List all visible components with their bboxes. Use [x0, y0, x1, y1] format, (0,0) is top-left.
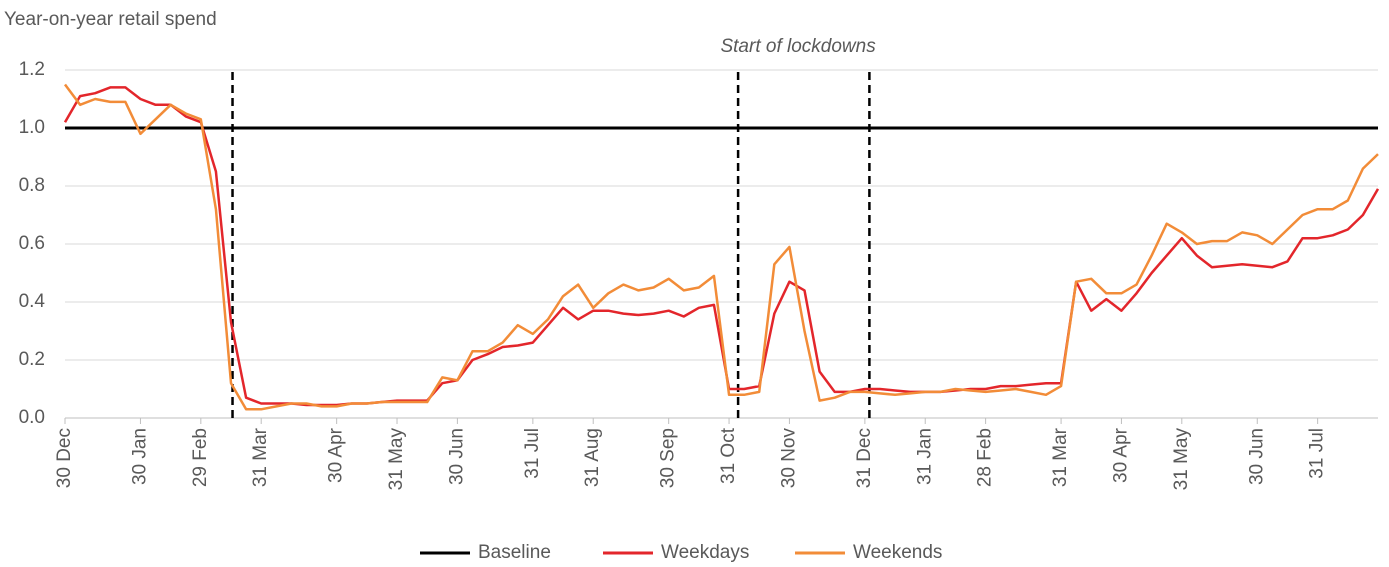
x-tick-label: 31 Mar [250, 427, 271, 487]
x-tick-label: 31 May [386, 428, 407, 491]
x-tick-label: 30 Nov [778, 428, 799, 489]
x-tick-label: 29 Feb [190, 428, 211, 487]
x-tick-label: 28 Feb [975, 428, 996, 487]
x-tick-label: 31 Oct [718, 427, 739, 484]
y-tick-label: 1.0 [19, 117, 45, 138]
x-tick-label: 30 Apr [1110, 427, 1131, 483]
legend-label: Weekdays [661, 542, 749, 563]
y-tick-label: 0.2 [19, 349, 45, 370]
y-tick-label: 0.4 [19, 291, 46, 312]
x-tick-label: 31 Jul [522, 428, 543, 479]
legend-label: Baseline [478, 542, 551, 563]
x-tick-label: 30 Jun [446, 428, 467, 485]
x-tick-label: 31 Jul [1307, 428, 1328, 479]
x-tick-label: 30 Sep [658, 428, 679, 488]
x-tick-label: 30 Jun [1246, 428, 1267, 485]
x-tick-label: 31 Mar [1050, 427, 1071, 487]
x-tick-label: 30 Dec [54, 428, 75, 488]
annotation: Start of lockdowns [720, 36, 876, 57]
x-tick-label: 30 Apr [326, 427, 347, 483]
y-axis-title: Year-on-year retail spend [4, 9, 217, 30]
y-tick-label: 0.0 [19, 407, 45, 428]
series-line [63, 86, 1380, 407]
y-tick-label: 0.8 [19, 175, 45, 196]
x-tick-label: 31 May [1171, 428, 1192, 491]
x-tick-label: 31 Aug [582, 428, 603, 487]
x-tick-label: 31 Jan [914, 428, 935, 485]
legend-label: Weekends [853, 542, 942, 563]
y-tick-label: 1.2 [19, 59, 45, 80]
y-tick-label: 0.6 [19, 233, 45, 254]
x-tick-label: 31 Dec [854, 428, 875, 488]
x-tick-label: 30 Jan [129, 428, 150, 485]
series-line [63, 83, 1379, 411]
